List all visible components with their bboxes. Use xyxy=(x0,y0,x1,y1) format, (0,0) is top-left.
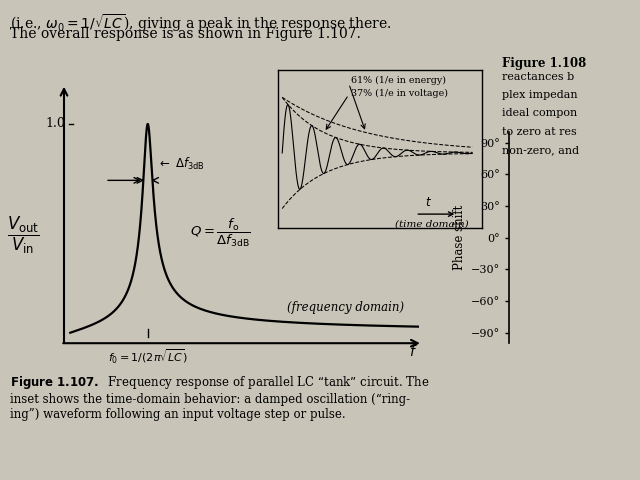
Text: $\dfrac{V_{\rm out}}{V_{\rm in}}$: $\dfrac{V_{\rm out}}{V_{\rm in}}$ xyxy=(6,215,40,256)
Text: $\bf{Figure\ 1.107.}$  Frequency response of parallel LC “tank” circuit. The
ins: $\bf{Figure\ 1.107.}$ Frequency response… xyxy=(10,374,429,421)
Text: (frequency domain): (frequency domain) xyxy=(287,301,404,314)
Text: 37% (1/e in voltage): 37% (1/e in voltage) xyxy=(351,88,447,97)
Text: $f_0=1/(2\pi\sqrt{LC})$: $f_0=1/(2\pi\sqrt{LC})$ xyxy=(108,348,188,366)
Text: $f$: $f$ xyxy=(409,344,417,359)
Text: plex impedan: plex impedan xyxy=(502,90,578,100)
Text: reactances b: reactances b xyxy=(502,72,575,82)
Y-axis label: Phase shift: Phase shift xyxy=(454,205,467,270)
Text: (time domain): (time domain) xyxy=(395,220,468,228)
Text: to zero at res: to zero at res xyxy=(502,127,577,137)
Text: non-zero, and: non-zero, and xyxy=(502,145,580,155)
Text: $\leftarrow\ \Delta f_{\rm 3dB}$: $\leftarrow\ \Delta f_{\rm 3dB}$ xyxy=(157,156,205,172)
Text: The overall response is as shown in Figure 1.107.: The overall response is as shown in Figu… xyxy=(10,27,360,41)
Text: Figure 1.108: Figure 1.108 xyxy=(502,57,587,70)
Text: (i.e., $\omega_0 = 1/\sqrt{LC}$), giving a peak in the response there.: (i.e., $\omega_0 = 1/\sqrt{LC}$), giving… xyxy=(10,12,391,34)
Text: 1.0: 1.0 xyxy=(45,118,65,131)
Text: $Q = \dfrac{f_{\rm o}}{\Delta f_{\rm 3dB}}$: $Q = \dfrac{f_{\rm o}}{\Delta f_{\rm 3dB… xyxy=(191,216,252,249)
Text: $t$: $t$ xyxy=(425,196,432,209)
Text: ideal compon: ideal compon xyxy=(502,108,578,119)
Text: 61% (1/e in energy): 61% (1/e in energy) xyxy=(351,76,445,85)
